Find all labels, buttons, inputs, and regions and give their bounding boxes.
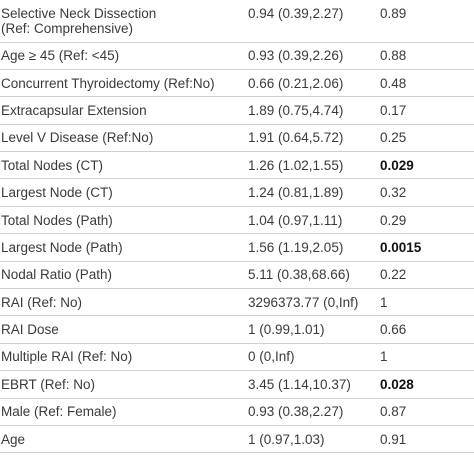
p-value-cell: 0.88 [376,42,474,70]
table-row: RAI Dose 1 (0.99,1.01) 0.66 [0,315,474,344]
odds-ratio-cell: 5.11 (0.38,68.66) [244,261,376,290]
p-value-cell: 0.17 [376,96,474,125]
table-row: Male (Ref: Female) 0.93 (0.38,2.27) 0.87 [0,398,474,426]
odds-ratio-cell: 0.93 (0.38,2.27) [244,398,376,426]
table-row: Total Nodes (CT) 1.26 (1.02,1.55) 0.029 [0,151,474,180]
p-value-cell: 0.32 [376,178,474,207]
odds-ratio-cell: 0.66 (0.21,2.06) [244,69,376,98]
p-value-cell: 0.91 [376,425,474,454]
variable-label: Age [0,425,244,454]
variable-label: Selective Neck Dissection [1,6,157,21]
odds-ratio-cell: 1.24 (0.81,1.89) [244,178,376,207]
table-row: Age ≥ 45 (Ref: <45) 0.93 (0.39,2.26) 0.8… [0,42,474,70]
odds-ratio-cell: 1.04 (0.97,1.11) [244,206,376,235]
variable-label: Concurrent Thyroidectomy (Ref:No) [0,69,244,98]
variable-label: Age ≥ 45 (Ref: <45) [0,42,244,70]
table-row: Selective Neck Dissection (Ref: Comprehe… [0,0,474,43]
table-row: Concurrent Thyroidectomy (Ref:No) 0.66 (… [0,69,474,98]
p-value-cell-significant: 0.0015 [376,233,474,262]
variable-label: Extracapsular Extension [0,96,244,125]
odds-ratio-cell: 1 (0.97,1.03) [244,425,376,454]
p-value-cell: 0.87 [376,398,474,426]
variable-reference: (Ref: Comprehensive) [1,21,134,36]
p-value-cell: 0.89 [376,0,474,43]
odds-ratio-table: Selective Neck Dissection (Ref: Comprehe… [0,0,474,454]
table-row: Largest Node (Path) 1.56 (1.19,2.05) 0.0… [0,233,474,262]
table-row: Extracapsular Extension 1.89 (0.75,4.74)… [0,96,474,125]
p-value-cell: 0.66 [376,315,474,344]
table-body: Selective Neck Dissection (Ref: Comprehe… [0,0,474,454]
p-value-cell-significant: 0.029 [376,151,474,180]
table-row: EBRT (Ref: No) 3.45 (1.14,10.37) 0.028 [0,370,474,399]
variable-label: Total Nodes (CT) [0,151,244,180]
variable-cell: Selective Neck Dissection (Ref: Comprehe… [0,0,244,43]
p-value-cell-significant: 0.028 [376,370,474,399]
odds-ratio-cell: 1.26 (1.02,1.55) [244,151,376,180]
table-row: Total Nodes (Path) 1.04 (0.97,1.11) 0.29 [0,206,474,235]
variable-label: Largest Node (CT) [0,178,244,207]
variable-label: Largest Node (Path) [0,233,244,262]
p-value-cell: 0.29 [376,206,474,235]
variable-label: Multiple RAI (Ref: No) [0,343,244,372]
p-value-cell: 0.48 [376,69,474,98]
table-row: Age 1 (0.97,1.03) 0.91 [0,425,474,454]
p-value-cell: 0.22 [376,261,474,290]
table-row: Largest Node (CT) 1.24 (0.81,1.89) 0.32 [0,178,474,207]
variable-label: EBRT (Ref: No) [0,370,244,399]
variable-label: Nodal Ratio (Path) [0,261,244,290]
odds-ratio-cell: 1.91 (0.64,5.72) [244,124,376,153]
p-value-cell: 1 [376,288,474,317]
table-row: Multiple RAI (Ref: No) 0 (0,Inf) 1 [0,343,474,372]
variable-label: RAI Dose [0,315,244,344]
odds-ratio-cell: 1 (0.99,1.01) [244,315,376,344]
table-row: Nodal Ratio (Path) 5.11 (0.38,68.66) 0.2… [0,261,474,290]
p-value-cell: 1 [376,343,474,372]
table-row: RAI (Ref: No) 3296373.77 (0,Inf) 1 [0,288,474,317]
variable-label: Total Nodes (Path) [0,206,244,235]
variable-label: Male (Ref: Female) [0,398,244,426]
variable-label: RAI (Ref: No) [0,288,244,317]
odds-ratio-cell: 3296373.77 (0,Inf) [244,288,376,317]
odds-ratio-cell: 3.45 (1.14,10.37) [244,370,376,399]
variable-label: Level V Disease (Ref:No) [0,124,244,153]
table-row: Level V Disease (Ref:No) 1.91 (0.64,5.72… [0,124,474,153]
p-value-cell: 0.25 [376,124,474,153]
odds-ratio-cell: 1.56 (1.19,2.05) [244,233,376,262]
odds-ratio-cell: 0.93 (0.39,2.26) [244,42,376,70]
odds-ratio-cell: 0 (0,Inf) [244,343,376,372]
odds-ratio-cell: 0.94 (0.39,2.27) [244,0,376,43]
odds-ratio-cell: 1.89 (0.75,4.74) [244,96,376,125]
